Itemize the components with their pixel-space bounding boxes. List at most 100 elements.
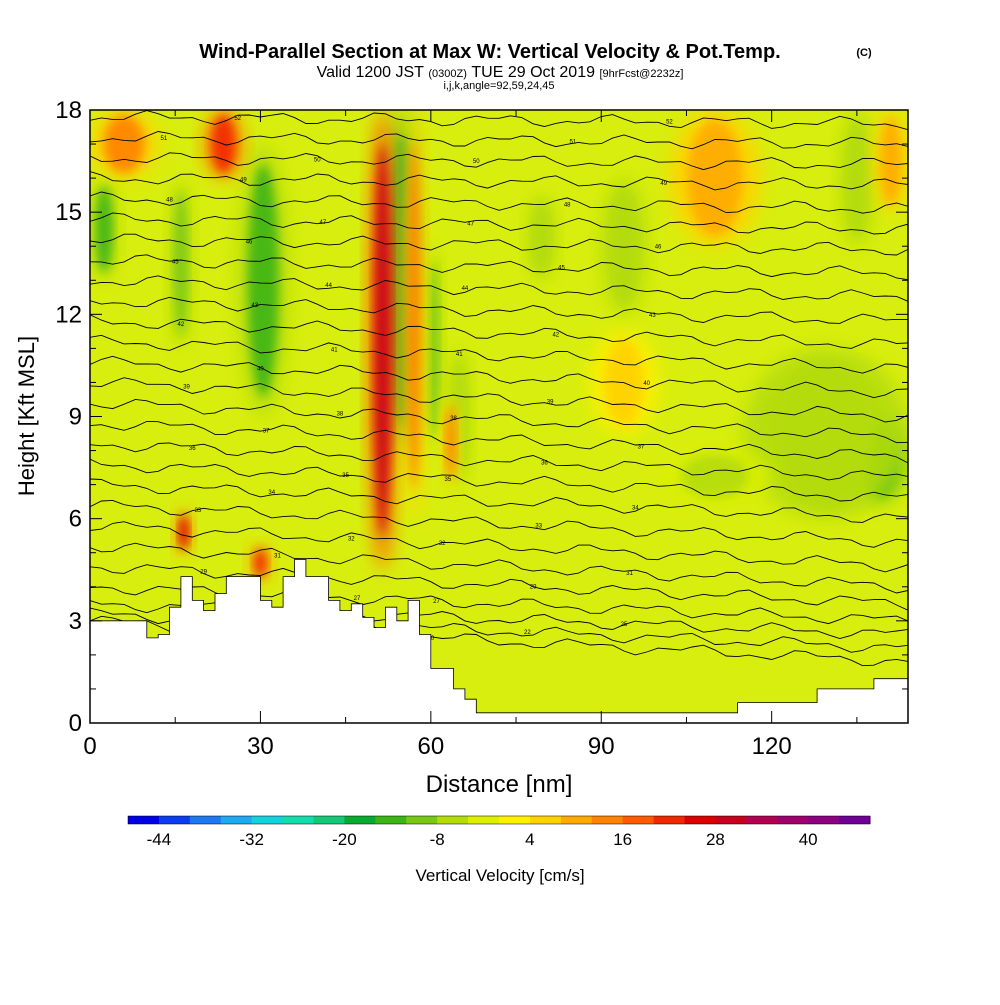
updraft-column-7 <box>880 117 902 205</box>
isentrope-label-37-0: 37 <box>263 429 270 435</box>
velocity-field <box>90 110 908 580</box>
downdraft-column-4 <box>428 261 439 436</box>
downdraft-column-9 <box>610 188 638 305</box>
isentrope-label-39-0: 39 <box>183 384 190 390</box>
updraft-column-0 <box>374 144 392 536</box>
isentrope-label-50-1: 50 <box>473 159 480 165</box>
isentrope-label-33-1: 33 <box>535 524 542 530</box>
updraft-column-8 <box>687 120 743 237</box>
isentrope-label-29-1: 29 <box>530 585 537 591</box>
downdraft-column-11 <box>846 120 868 237</box>
isentrope-label-51-1: 51 <box>570 139 577 145</box>
isentrope-38 <box>90 398 908 444</box>
isentrope-40 <box>90 355 908 399</box>
plot-area: 2020222225252727292931313232333334343535… <box>90 110 908 723</box>
isentrope-label-49-1: 49 <box>660 181 667 187</box>
isentrope-48 <box>90 191 908 214</box>
colorbar: -44 -32 -20 -8 4 16 28 40 <box>127 815 871 849</box>
colorbar-swatch-18 <box>684 816 716 824</box>
y-tick-label-18: 18 <box>55 97 82 124</box>
downdraft-column-2 <box>95 185 113 273</box>
isentrope-49 <box>90 171 908 191</box>
isentrope-label-42-1: 42 <box>552 333 559 339</box>
colorbar-swatch-23 <box>839 816 871 824</box>
isentrope-label-34-0: 34 <box>268 490 275 496</box>
colorbar-swatch-14 <box>560 816 593 824</box>
isentrope-contours <box>90 110 908 667</box>
isentrope-label-50-0: 50 <box>314 158 321 164</box>
isentrope-label-29-0: 29 <box>200 570 207 576</box>
isentrope-label-27-1: 27 <box>433 599 440 605</box>
isentrope-label-32-0: 32 <box>348 537 355 543</box>
colorbar-swatch-2 <box>189 816 222 824</box>
x-tick-label-0: 0 <box>83 733 96 760</box>
isentrope-label-37-1: 37 <box>638 444 645 450</box>
downdraft-column-8 <box>680 454 749 498</box>
downdraft-column-0 <box>247 164 279 397</box>
isentrope-32 <box>90 521 908 573</box>
isentrope-label-36-0: 36 <box>189 446 196 452</box>
colorbar-swatch-20 <box>746 816 778 824</box>
chart-subtitle: Valid 1200 JST (0300Z) TUE 29 Oct 2019 [… <box>317 64 684 81</box>
colorbar-label: Vertical Velocity [cm/s] <box>415 866 584 885</box>
x-tick-label-90: 90 <box>588 733 615 760</box>
isentrope-label-25-1: 25 <box>621 622 628 628</box>
isentrope-43 <box>90 296 908 324</box>
downdraft-column-7 <box>776 361 876 506</box>
x-tick-label-30: 30 <box>247 733 274 760</box>
y-tick-label-9: 9 <box>69 404 82 431</box>
colorbar-tick--32: -32 <box>239 830 264 849</box>
subtitle-date: TUE 29 Oct 2019 <box>471 64 595 81</box>
terrain-mask <box>90 559 908 723</box>
isentrope-label-39-1: 39 <box>547 400 554 406</box>
isentrope-label-52-0: 52 <box>234 116 241 122</box>
isentrope-label-27-0: 27 <box>354 596 361 602</box>
colorbar-swatch-16 <box>622 816 655 824</box>
subtitle-valid-time: Valid 1200 JST <box>317 64 425 81</box>
colorbar-swatch-11 <box>468 816 500 824</box>
isentrope-label-36-1: 36 <box>541 461 548 467</box>
colorbar-swatch-9 <box>406 816 438 824</box>
colorbar-tick--8: -8 <box>430 830 445 849</box>
isentrope-46 <box>90 233 908 256</box>
colorbar-swatch-17 <box>653 816 685 824</box>
isentrope-label-38-0: 38 <box>337 411 344 417</box>
isentrope-50 <box>90 152 908 171</box>
updraft-column-1 <box>406 140 421 489</box>
isentrope-47 <box>90 212 908 235</box>
colorbar-tick-16: 16 <box>613 830 632 849</box>
title-copyright-mark: (C) <box>856 47 872 59</box>
isentrope-label-43-1: 43 <box>649 313 656 319</box>
isentrope-34 <box>90 478 908 523</box>
updraft-column-4 <box>178 514 189 550</box>
isentrope-label-35-1: 35 <box>445 477 452 483</box>
colorbar-swatch-0 <box>128 816 160 824</box>
isentrope-37 <box>90 420 908 464</box>
isentrope-label-51-0: 51 <box>161 136 168 142</box>
x-tick-label-120: 120 <box>752 733 792 760</box>
isentrope-39 <box>90 377 908 423</box>
isentrope-label-48-1: 48 <box>564 203 571 209</box>
colorbar-tick-4: 4 <box>525 830 534 849</box>
y-tick-label-3: 3 <box>69 608 82 635</box>
colorbar-swatch-21 <box>777 816 809 824</box>
isentrope-label-41-1: 41 <box>456 352 463 358</box>
isentrope-52 <box>90 110 908 131</box>
isentrope-42 <box>90 314 908 349</box>
colorbar-swatch-15 <box>591 816 624 824</box>
colorbar-swatch-12 <box>499 816 531 824</box>
updraft-column-3 <box>103 115 145 174</box>
isentrope-41 <box>90 334 908 374</box>
isentrope-label-41-0: 41 <box>331 348 338 354</box>
colorbar-swatch-6 <box>313 816 345 824</box>
isentrope-label-43-0: 43 <box>251 303 258 309</box>
colorbar-swatch-19 <box>715 816 747 824</box>
isentrope-31 <box>90 542 908 594</box>
isentrope-label-47-1: 47 <box>467 222 474 228</box>
isentrope-label-48-0: 48 <box>166 198 173 204</box>
subtitle-utc-time: (0300Z) <box>428 68 467 80</box>
y-tick-label-6: 6 <box>69 506 82 533</box>
isentrope-35 <box>90 458 908 502</box>
